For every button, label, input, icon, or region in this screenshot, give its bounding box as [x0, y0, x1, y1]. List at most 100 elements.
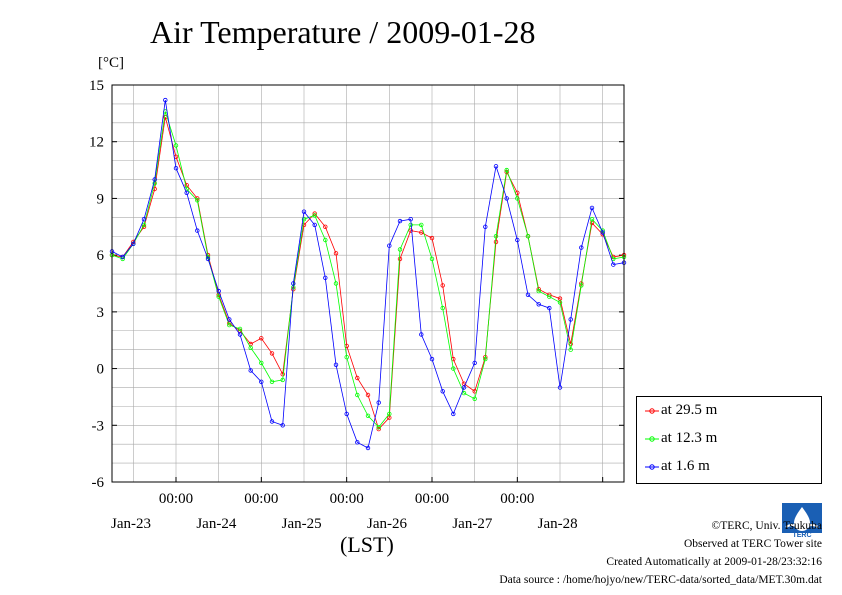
y-tick-label: -6 — [92, 475, 105, 491]
data-point — [248, 345, 253, 350]
data-point — [376, 425, 381, 430]
data-point — [440, 389, 445, 394]
data-point — [440, 283, 445, 288]
data-point — [536, 288, 541, 294]
series-line-2 — [111, 100, 625, 449]
data-point — [408, 228, 413, 233]
legend-label: at 29.5 m — [661, 402, 718, 418]
data-point — [259, 379, 264, 384]
terc-logo-icon — [782, 503, 822, 539]
data-point — [323, 275, 328, 280]
data-point — [451, 411, 456, 417]
data-point — [301, 209, 307, 214]
data-point — [333, 251, 339, 256]
data-point — [269, 419, 275, 424]
data-point — [515, 196, 520, 201]
data-point — [323, 237, 328, 243]
data-point — [429, 256, 435, 262]
data-point — [557, 300, 563, 305]
y-tick-label: 6 — [97, 248, 105, 264]
data-point — [269, 379, 275, 384]
legend-marker-green — [645, 435, 659, 442]
footer-observed: Observed at TERC Tower site — [683, 538, 822, 550]
data-point — [344, 411, 349, 417]
data-point — [429, 235, 435, 241]
data-point — [525, 233, 531, 239]
legend-item-29-5m: at 29.5 m — [645, 402, 717, 419]
data-point — [579, 283, 584, 288]
data-point — [280, 377, 285, 383]
data-point — [429, 356, 435, 362]
data-point — [568, 341, 573, 347]
data-point — [461, 390, 467, 396]
data-point — [589, 205, 595, 211]
data-point — [365, 413, 371, 418]
data-point — [483, 356, 488, 362]
data-point — [419, 222, 424, 228]
data-point — [504, 196, 509, 201]
legend-label: at 12.3 m — [661, 430, 718, 446]
x-tick-date-label: Jan-24 — [196, 516, 236, 532]
legend: at 29.5 m at 12.3 m at 1.6 m — [636, 396, 822, 484]
data-point — [568, 347, 573, 352]
data-point — [131, 241, 136, 246]
data-point — [333, 362, 339, 367]
data-point — [333, 281, 339, 286]
data-point — [216, 288, 221, 294]
data-point — [536, 302, 541, 307]
logo-text: TERC — [792, 532, 812, 539]
legend-item-1-6m: at 1.6 m — [645, 458, 710, 475]
data-point — [301, 216, 307, 222]
series-line-1 — [111, 111, 625, 428]
data-point — [419, 332, 424, 337]
data-point — [451, 366, 456, 371]
data-point — [472, 360, 477, 366]
data-point — [579, 245, 584, 250]
data-point — [248, 368, 253, 373]
y-tick-label: 12 — [89, 135, 104, 151]
data-point — [323, 224, 328, 229]
plot-frame — [111, 84, 625, 483]
x-tick-time-label: 00:00 — [500, 491, 534, 507]
data-point — [408, 216, 413, 222]
data-point — [163, 97, 168, 103]
data-point — [493, 233, 499, 239]
data-point — [259, 360, 264, 366]
x-axis-label: (LST) — [340, 532, 394, 557]
data-point — [493, 164, 499, 169]
data-point — [184, 190, 189, 195]
data-point — [280, 423, 285, 428]
data-point — [269, 351, 275, 356]
data-point — [312, 213, 317, 218]
data-point — [259, 336, 264, 341]
y-tick-label: 3 — [97, 305, 105, 321]
data-point — [355, 392, 360, 398]
data-point — [280, 372, 285, 377]
x-tick-date-label: Jan-28 — [538, 516, 578, 532]
data-point — [397, 218, 403, 224]
x-tick-time-label: 00:00 — [244, 491, 278, 507]
data-point — [365, 392, 371, 398]
data-point — [440, 305, 445, 311]
x-tick-time-label: 00:00 — [330, 491, 364, 507]
data-point — [227, 322, 232, 328]
y-tick-label: -3 — [92, 418, 105, 434]
data-point — [461, 385, 467, 390]
data-point — [547, 305, 552, 311]
data-point — [547, 294, 552, 299]
data-point — [141, 216, 147, 222]
legend-marker-red — [645, 407, 659, 414]
x-tick-date-label: Jan-27 — [452, 516, 492, 532]
y-axis-unit: [°C] — [98, 55, 124, 71]
data-point — [120, 254, 125, 260]
data-point — [355, 375, 360, 381]
x-tick-date-label: Jan-23 — [111, 516, 151, 532]
legend-item-12-3m: at 12.3 m — [645, 430, 717, 447]
data-point — [589, 216, 595, 222]
data-point — [365, 445, 371, 451]
data-point — [387, 243, 392, 248]
data-point — [504, 167, 509, 173]
x-tick-time-label: 00:00 — [415, 491, 449, 507]
data-point — [568, 317, 573, 322]
